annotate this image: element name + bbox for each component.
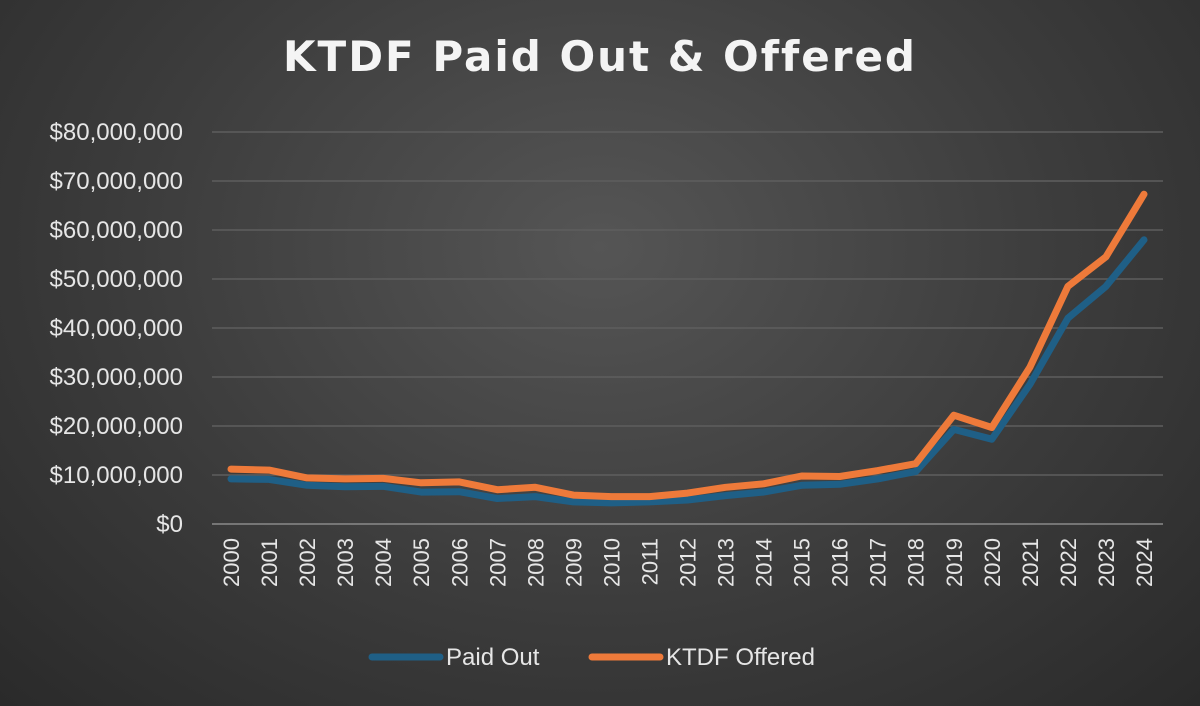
x-tick-label: 2017	[866, 538, 891, 587]
x-tick-label: 2003	[333, 538, 358, 587]
x-tick-label: 2010	[599, 538, 624, 587]
x-tick-label: 2011	[637, 538, 662, 585]
y-axis-ticks: $0 $10,000,000 $20,000,000 $30,000,000 $40,0…	[50, 119, 183, 538]
chart-title: KTDF Paid Out & Offered	[283, 32, 917, 81]
y-tick-label: $80,000,000	[50, 119, 183, 146]
x-tick-label: 2002	[295, 538, 320, 587]
x-tick-label: 2020	[980, 538, 1005, 587]
x-tick-label: 2014	[752, 538, 777, 587]
y-tick-label: $70,000,000	[50, 168, 183, 195]
x-tick-label: 2005	[409, 538, 434, 587]
x-tick-label: 2016	[828, 538, 853, 587]
x-tick-label: 2008	[523, 538, 548, 587]
x-tick-label: 2021	[1018, 538, 1043, 587]
x-tick-label: 2004	[371, 538, 396, 587]
gridlines	[212, 131, 1163, 525]
x-tick-label: 2015	[790, 538, 815, 587]
x-tick-label: 2006	[447, 538, 472, 587]
y-tick-label: $50,000,000	[50, 266, 183, 293]
x-tick-label: 2024	[1132, 538, 1157, 587]
x-tick-label: 2009	[561, 538, 586, 587]
x-tick-label: 2018	[904, 538, 929, 587]
y-tick-label: $30,000,000	[50, 364, 183, 391]
y-tick-label: $20,000,000	[50, 413, 183, 440]
x-axis-ticks: 2000 2001 2002 2003 2004 2005 2006 2007 2008 2009…	[219, 538, 1157, 587]
x-tick-label: 2022	[1056, 538, 1081, 587]
x-tick-label: 2007	[485, 538, 510, 587]
series-lines	[227, 190, 1148, 507]
x-tick-label: 2012	[676, 538, 701, 587]
y-tick-label: $0	[156, 511, 183, 538]
x-tick-label: 2013	[714, 538, 739, 587]
y-tick-label: $60,000,000	[50, 217, 183, 244]
x-tick-label: 2000	[219, 538, 244, 587]
series-line-ktdf-offered	[227, 190, 1148, 501]
legend-item: KTDF Offered	[588, 644, 815, 671]
x-tick-label: 2001	[257, 538, 282, 587]
legend-label: KTDF Offered	[666, 644, 815, 671]
legend-item: Paid Out	[368, 644, 540, 671]
y-tick-label: $40,000,000	[50, 315, 183, 342]
legend-label: Paid Out	[446, 644, 540, 671]
legend: Paid Out KTDF Offered	[368, 644, 815, 671]
y-tick-label: $10,000,000	[50, 462, 183, 489]
series-line-paid-out	[227, 236, 1148, 507]
x-tick-label: 2019	[942, 538, 967, 587]
x-tick-label: 2023	[1094, 538, 1119, 587]
